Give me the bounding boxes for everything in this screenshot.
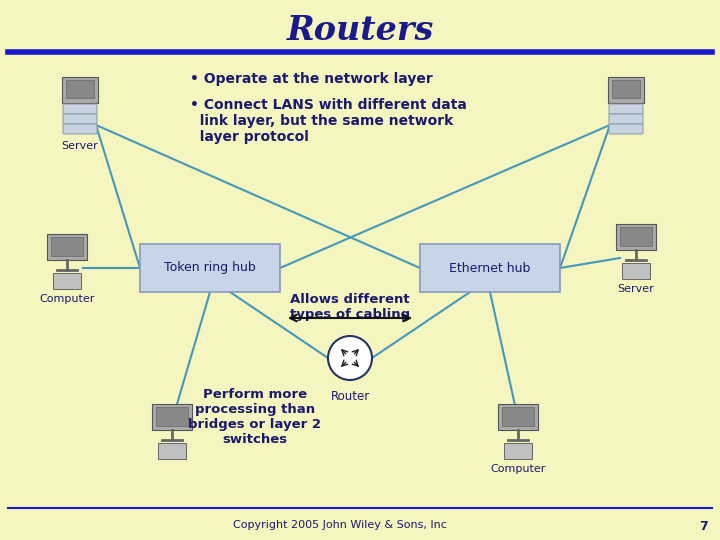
Text: Computer: Computer (40, 294, 95, 304)
FancyBboxPatch shape (63, 114, 97, 124)
Text: Perform more
processing than
bridges or layer 2
switches: Perform more processing than bridges or … (189, 388, 322, 446)
Text: 7: 7 (699, 520, 708, 533)
FancyBboxPatch shape (53, 273, 81, 289)
Text: Server: Server (618, 284, 654, 294)
FancyBboxPatch shape (609, 124, 643, 134)
FancyBboxPatch shape (609, 114, 643, 124)
FancyBboxPatch shape (608, 77, 644, 103)
Text: Allows different
types of cabling: Allows different types of cabling (290, 293, 410, 321)
Text: Token ring hub: Token ring hub (164, 261, 256, 274)
Text: Computer: Computer (490, 464, 546, 474)
FancyBboxPatch shape (420, 244, 560, 292)
FancyBboxPatch shape (140, 244, 280, 292)
FancyBboxPatch shape (63, 124, 97, 134)
FancyBboxPatch shape (504, 443, 532, 459)
FancyBboxPatch shape (616, 224, 656, 250)
FancyBboxPatch shape (620, 227, 652, 246)
FancyBboxPatch shape (158, 443, 186, 459)
Text: Server: Server (62, 141, 99, 151)
Text: Router: Router (330, 390, 369, 403)
FancyBboxPatch shape (609, 104, 643, 114)
Circle shape (328, 336, 372, 380)
FancyBboxPatch shape (47, 234, 87, 260)
Text: • Connect LANS with different data
  link layer, but the same network
  layer pr: • Connect LANS with different data link … (190, 98, 467, 144)
FancyBboxPatch shape (152, 404, 192, 430)
Text: Ethernet hub: Ethernet hub (449, 261, 531, 274)
FancyBboxPatch shape (612, 80, 640, 98)
Text: Routers: Routers (287, 14, 433, 46)
FancyBboxPatch shape (62, 77, 98, 103)
FancyBboxPatch shape (622, 263, 650, 279)
Text: • Operate at the network layer: • Operate at the network layer (190, 72, 433, 86)
Text: Copyright 2005 John Wiley & Sons, Inc: Copyright 2005 John Wiley & Sons, Inc (233, 520, 447, 530)
FancyBboxPatch shape (498, 404, 538, 430)
FancyBboxPatch shape (63, 104, 97, 114)
FancyBboxPatch shape (502, 407, 534, 426)
FancyBboxPatch shape (66, 80, 94, 98)
FancyBboxPatch shape (51, 237, 83, 256)
FancyBboxPatch shape (156, 407, 188, 426)
